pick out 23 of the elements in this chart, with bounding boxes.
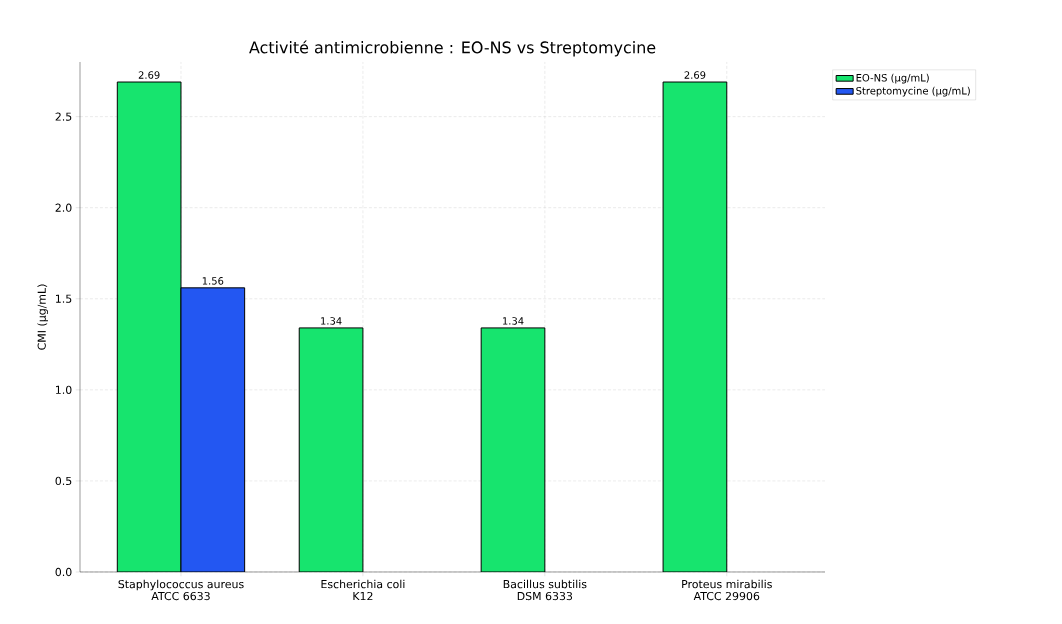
data-label: 1.34 bbox=[503, 317, 524, 325]
x-tick-label: Escherichia coli K12 bbox=[321, 579, 405, 601]
bar bbox=[298, 327, 364, 572]
legend-label: Streptomycine (µg/mL) bbox=[856, 86, 970, 97]
legend-label: EO-NS (µg/mL) bbox=[856, 73, 929, 84]
chart-title: Activité antimicrobienne : EO-NS vs Streptomycine bbox=[249, 40, 656, 57]
y-tick-label: 1.5 bbox=[56, 294, 72, 303]
y-tick-label: 0.5 bbox=[55, 476, 72, 486]
data-label: 2.69 bbox=[684, 71, 706, 79]
x-tick-label: Proteus mirabilis ATCC 29906 bbox=[682, 579, 772, 601]
y-axis-title: CMI (µg/mL) bbox=[37, 284, 48, 350]
y-tick-label: 0.0 bbox=[55, 567, 72, 577]
data-label: 1.34 bbox=[321, 317, 342, 325]
x-tick-label: Bacillus subtilis DSM 6333 bbox=[503, 579, 587, 601]
x-tick-label: Staphylococcus aureus ATCC 6633 bbox=[118, 579, 244, 601]
data-label: 1.56 bbox=[202, 277, 224, 285]
data-label: 2.69 bbox=[138, 71, 160, 79]
y-tick-label: 2.5 bbox=[55, 112, 72, 121]
bar bbox=[480, 327, 546, 572]
y-tick-label: 2.0 bbox=[55, 203, 72, 212]
bar bbox=[662, 81, 728, 572]
y-tick-label: 1.0 bbox=[56, 385, 72, 394]
bar bbox=[116, 81, 182, 572]
